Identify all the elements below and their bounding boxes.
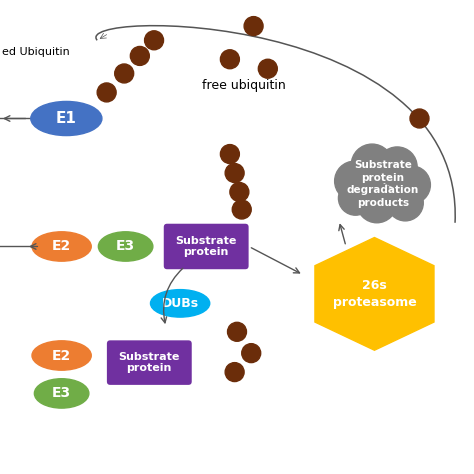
Text: ed Ubiquitin: ed Ubiquitin <box>2 47 70 57</box>
Circle shape <box>145 31 164 50</box>
Circle shape <box>232 200 251 219</box>
Circle shape <box>228 322 246 341</box>
Circle shape <box>220 50 239 69</box>
Circle shape <box>97 83 116 102</box>
Circle shape <box>387 185 423 221</box>
Ellipse shape <box>35 379 89 408</box>
Text: free ubiquitin: free ubiquitin <box>202 79 286 92</box>
Circle shape <box>230 182 249 201</box>
Ellipse shape <box>151 290 210 317</box>
Circle shape <box>225 164 244 182</box>
Ellipse shape <box>31 101 102 136</box>
Text: Substrate
protein: Substrate protein <box>118 352 180 374</box>
FancyBboxPatch shape <box>107 340 191 385</box>
Text: E1: E1 <box>56 111 77 126</box>
Circle shape <box>392 166 430 204</box>
Ellipse shape <box>99 232 153 261</box>
Circle shape <box>242 344 261 363</box>
FancyBboxPatch shape <box>164 224 248 269</box>
Circle shape <box>225 363 244 382</box>
Circle shape <box>258 59 277 78</box>
Text: E2: E2 <box>52 348 71 363</box>
Text: Substrate
protein: Substrate protein <box>175 236 237 257</box>
Circle shape <box>410 109 429 128</box>
Text: Substrate
protein
degradation
products: Substrate protein degradation products <box>347 160 419 208</box>
Circle shape <box>220 145 239 164</box>
Text: DUBs: DUBs <box>162 297 199 310</box>
Circle shape <box>115 64 134 83</box>
Circle shape <box>377 147 417 187</box>
Circle shape <box>351 144 393 186</box>
Text: E2: E2 <box>52 239 71 254</box>
Circle shape <box>338 181 373 215</box>
Text: E3: E3 <box>116 239 135 254</box>
Polygon shape <box>315 237 434 350</box>
Text: E3: E3 <box>52 386 71 401</box>
Ellipse shape <box>32 341 91 370</box>
Ellipse shape <box>32 232 91 261</box>
Circle shape <box>244 17 263 36</box>
Circle shape <box>335 161 374 201</box>
Text: 26s
proteasome: 26s proteasome <box>333 279 416 309</box>
Circle shape <box>130 46 149 65</box>
Circle shape <box>357 183 397 223</box>
